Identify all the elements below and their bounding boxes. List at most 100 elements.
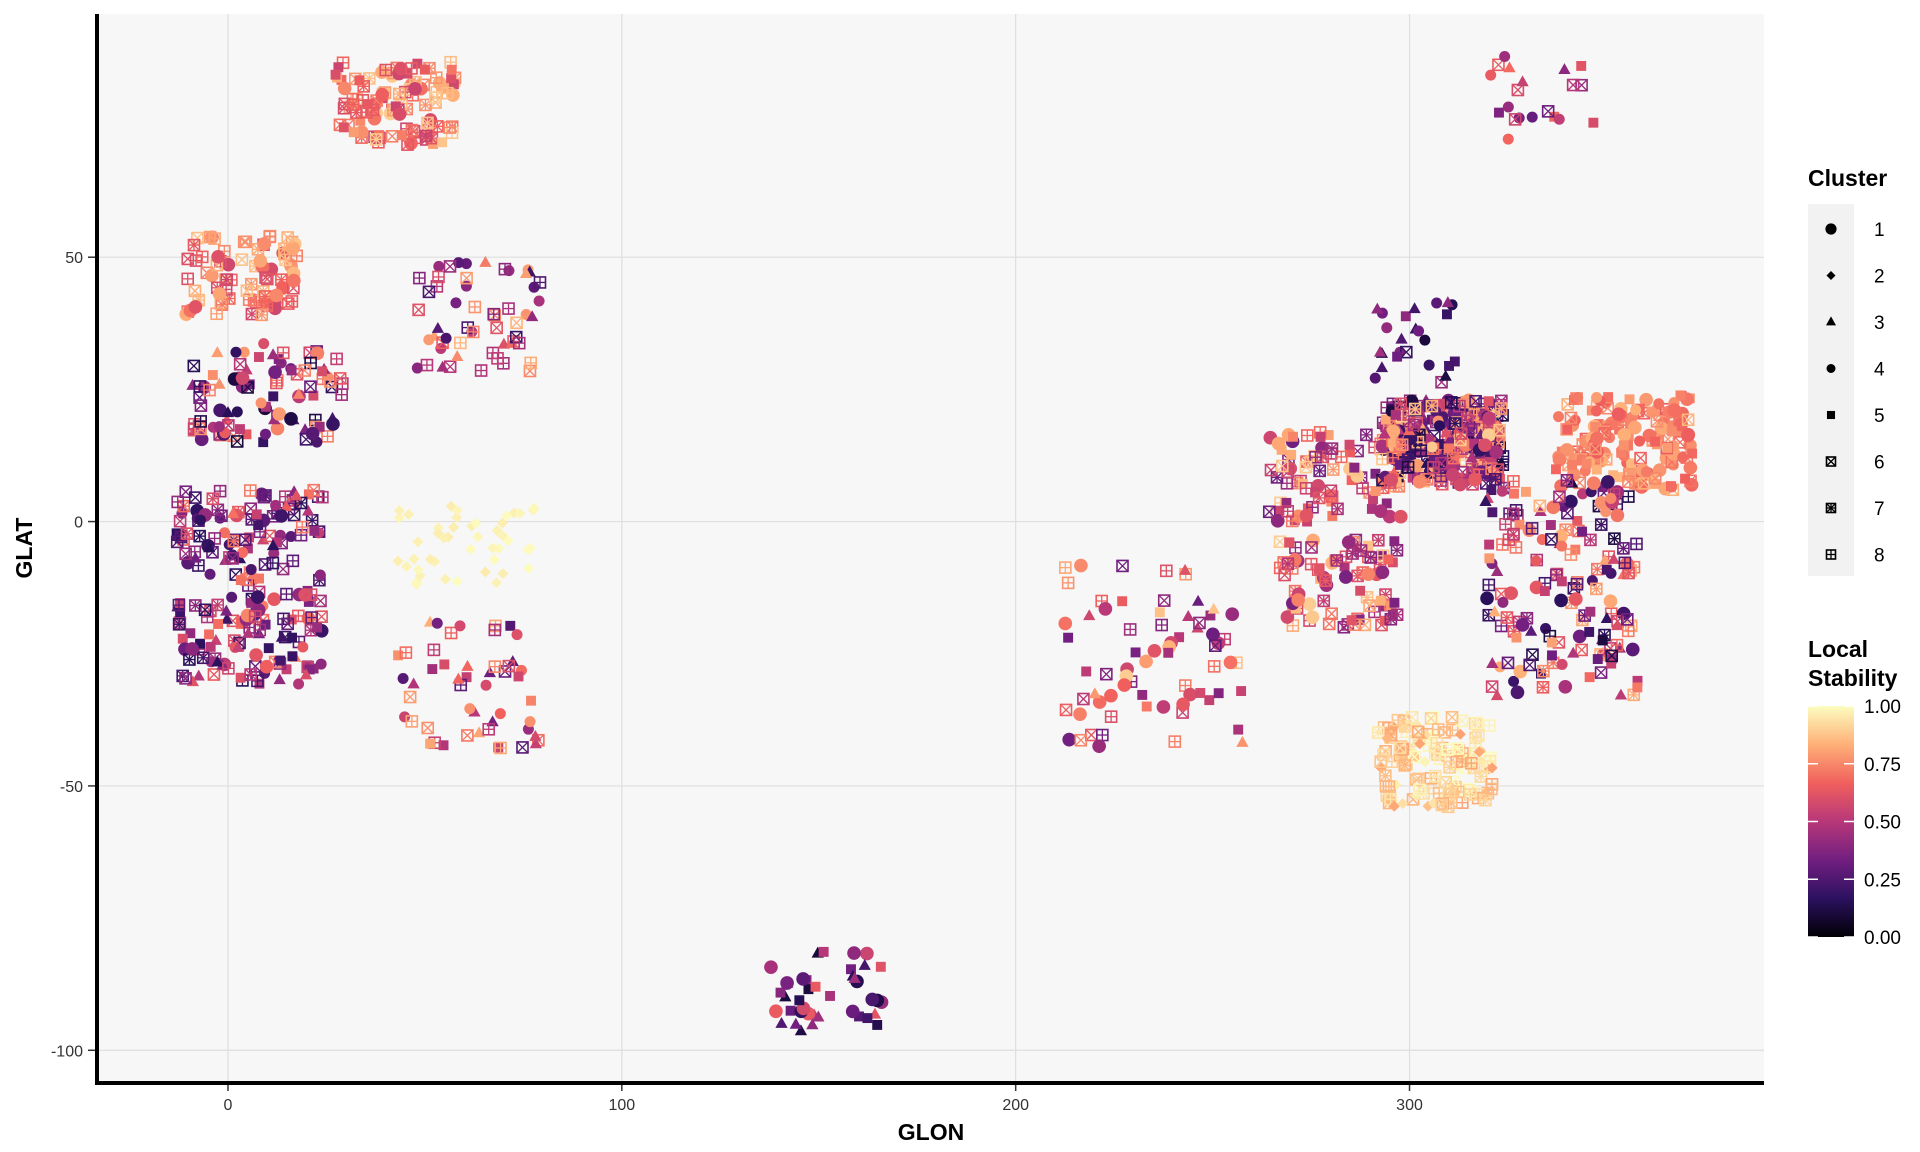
data-point xyxy=(188,300,203,314)
data-point xyxy=(1521,486,1531,497)
data-point xyxy=(221,406,235,418)
data-point xyxy=(1622,490,1635,503)
data-point xyxy=(238,346,250,358)
data-point xyxy=(226,591,238,603)
data-point xyxy=(1369,372,1381,384)
data-point xyxy=(301,504,315,516)
data-point xyxy=(413,271,426,285)
data-point xyxy=(1059,561,1072,574)
data-point xyxy=(297,641,309,653)
data-point xyxy=(1363,599,1376,612)
data-point xyxy=(482,722,496,736)
data-point xyxy=(1603,594,1618,609)
data-point xyxy=(240,284,254,297)
data-point xyxy=(796,972,810,986)
data-point xyxy=(1302,503,1313,514)
data-point xyxy=(1379,779,1393,793)
data-point xyxy=(1116,559,1129,573)
data-point xyxy=(1591,464,1602,475)
cluster-legend-key xyxy=(1825,502,1837,514)
data-point xyxy=(1558,63,1571,74)
data-point xyxy=(290,489,303,501)
data-point xyxy=(310,346,325,361)
data-point xyxy=(258,290,272,303)
data-point xyxy=(1516,75,1529,87)
data-point xyxy=(812,1010,825,1022)
data-point xyxy=(1378,427,1391,439)
data-point xyxy=(479,566,491,578)
data-point xyxy=(172,618,186,631)
data-point xyxy=(250,590,265,604)
data-point xyxy=(1375,565,1390,580)
data-point xyxy=(1326,463,1340,476)
data-point xyxy=(1581,458,1592,469)
data-point xyxy=(1379,769,1392,783)
data-point xyxy=(1157,594,1171,607)
data-point xyxy=(1433,420,1445,432)
data-point xyxy=(1467,761,1481,775)
data-point xyxy=(862,1013,873,1024)
data-point xyxy=(1503,61,1516,73)
data-point xyxy=(1608,470,1619,481)
data-point xyxy=(399,646,413,659)
data-point xyxy=(1572,516,1583,526)
data-point xyxy=(230,346,242,358)
data-point xyxy=(1618,556,1632,570)
data-point xyxy=(1390,608,1404,621)
data-point xyxy=(1541,105,1555,118)
data-point xyxy=(1444,360,1454,371)
data-point xyxy=(1616,447,1627,458)
data-point xyxy=(1560,473,1574,487)
data-point xyxy=(408,553,420,565)
data-point xyxy=(1569,592,1583,606)
data-point xyxy=(1601,475,1615,489)
data-point xyxy=(1588,117,1599,128)
data-point xyxy=(233,357,247,371)
data-point xyxy=(1083,609,1096,621)
data-point xyxy=(1363,540,1374,551)
data-point xyxy=(1209,639,1222,652)
data-point xyxy=(503,265,515,277)
data-point xyxy=(1576,60,1587,71)
data-point xyxy=(213,421,225,433)
data-point xyxy=(1374,755,1387,769)
data-point xyxy=(1624,394,1635,405)
data-point xyxy=(189,491,202,504)
data-point xyxy=(1139,654,1153,669)
data-point xyxy=(461,672,472,683)
data-point xyxy=(1590,405,1602,417)
data-point xyxy=(1168,735,1182,748)
data-point xyxy=(1533,499,1547,513)
stability-legend-title-line2: Stability xyxy=(1808,665,1898,691)
data-point xyxy=(466,325,480,339)
data-point xyxy=(1058,616,1073,631)
cluster-legend: Cluster 1 2 3 4 5 6 7 8 xyxy=(1808,165,1887,576)
data-point xyxy=(1611,407,1626,422)
data-point xyxy=(1381,498,1392,509)
data-point xyxy=(775,987,786,998)
y-axis-title: GLAT xyxy=(11,518,37,579)
data-point xyxy=(275,273,288,286)
data-point xyxy=(1092,695,1107,709)
data-point xyxy=(268,547,280,559)
data-point xyxy=(357,80,371,93)
data-point xyxy=(818,946,829,957)
data-point xyxy=(259,489,272,502)
data-point xyxy=(1427,711,1441,724)
data-point xyxy=(1513,664,1528,679)
data-point xyxy=(1061,576,1075,590)
cluster-legend-label: 3 xyxy=(1874,313,1885,334)
data-point xyxy=(244,668,257,681)
data-point xyxy=(1562,424,1573,435)
data-point xyxy=(1390,409,1401,420)
data-point xyxy=(267,592,281,606)
data-point xyxy=(810,981,821,992)
data-point xyxy=(1431,723,1445,736)
data-point xyxy=(1291,593,1305,607)
data-point xyxy=(268,365,282,379)
data-point xyxy=(1312,491,1326,505)
data-point xyxy=(1530,555,1542,567)
data-point xyxy=(194,415,207,428)
data-point xyxy=(204,568,216,580)
data-point xyxy=(461,659,474,671)
